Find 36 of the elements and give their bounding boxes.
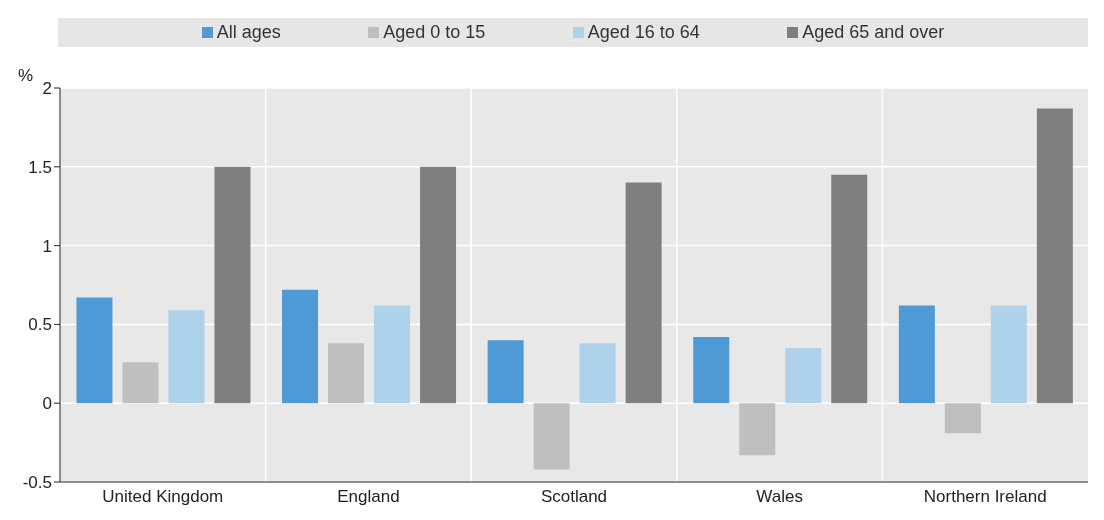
bar xyxy=(168,310,205,404)
bar xyxy=(625,182,662,404)
bar xyxy=(831,174,868,404)
bar xyxy=(533,403,570,470)
bar xyxy=(579,343,616,404)
bar xyxy=(76,297,113,404)
y-tick-label: 0 xyxy=(42,394,52,414)
y-tick-label: 1 xyxy=(42,236,52,256)
y-tick-label: 1.5 xyxy=(28,157,52,177)
bar xyxy=(739,403,776,456)
x-tick-label: Northern Ireland xyxy=(923,487,1047,507)
legend-label: Aged 0 to 15 xyxy=(382,22,486,43)
bar xyxy=(374,305,411,404)
bar xyxy=(1036,108,1073,404)
legend-label: All ages xyxy=(215,22,281,43)
x-tick-label: England xyxy=(337,487,400,507)
bar xyxy=(785,348,822,404)
bar xyxy=(487,340,524,404)
y-tick-label: 2 xyxy=(42,79,52,99)
x-tick-label: United Kingdom xyxy=(102,487,224,507)
bar xyxy=(898,305,935,404)
bar xyxy=(282,289,319,404)
x-tick-label: Wales xyxy=(756,487,803,507)
bar xyxy=(122,362,159,404)
bar xyxy=(328,343,365,404)
y-tick-label: 0.5 xyxy=(28,315,52,335)
legend-label: Aged 16 to 64 xyxy=(586,22,700,43)
y-tick-label: -0.5 xyxy=(22,473,52,493)
bar xyxy=(990,305,1027,404)
bar xyxy=(420,166,457,404)
bar xyxy=(214,166,251,404)
y-axis-title: % xyxy=(18,66,34,86)
legend-label: Aged 65 and over xyxy=(801,22,945,43)
bar xyxy=(944,403,981,434)
bar xyxy=(693,337,730,404)
x-tick-label: Scotland xyxy=(540,487,608,507)
